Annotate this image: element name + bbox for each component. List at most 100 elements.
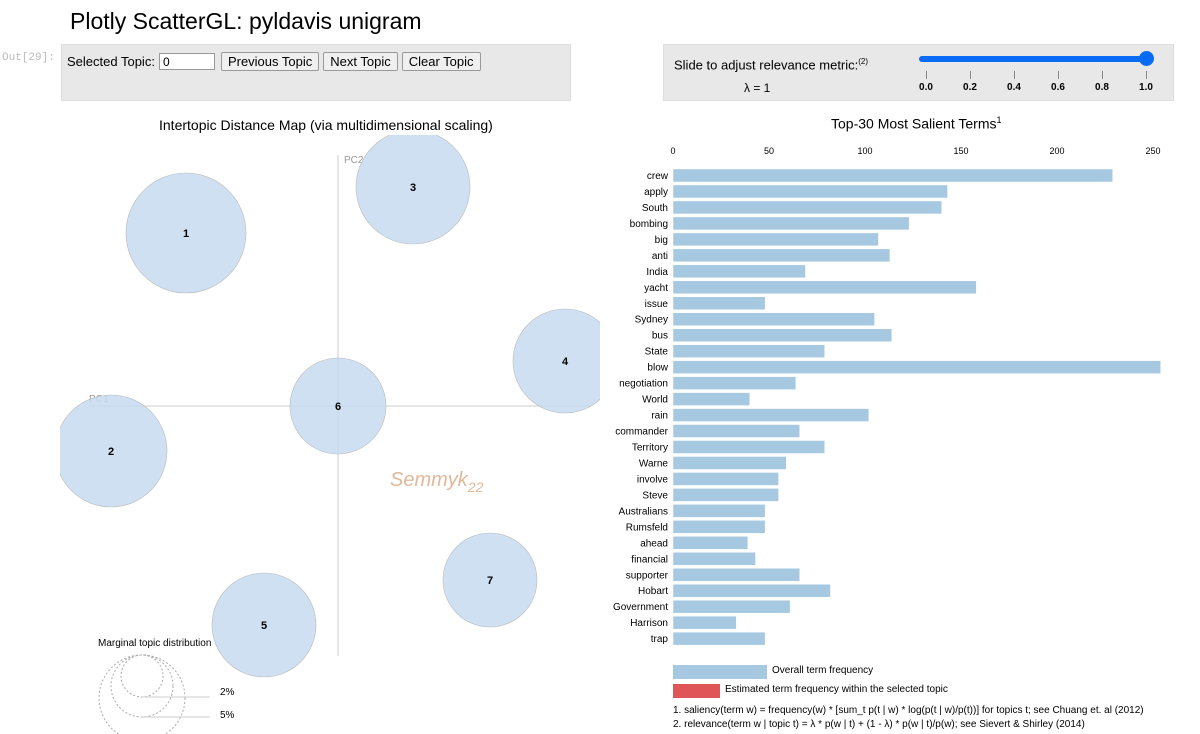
slider-tick (1146, 71, 1147, 79)
term-label[interactable]: trap (651, 634, 669, 645)
bar-World[interactable] (672, 392, 751, 406)
slider-tick-label: 0.4 (1007, 82, 1021, 93)
bar-title-text: Top-30 Most Salient Terms (831, 115, 997, 132)
bar-involve[interactable] (672, 472, 779, 486)
relevance-slider-track[interactable] (919, 56, 1147, 62)
term-label[interactable]: Warne (639, 458, 669, 469)
bar-yacht[interactable] (672, 280, 977, 295)
topic-circle-3[interactable] (355, 130, 471, 245)
term-label[interactable]: blow (647, 363, 668, 374)
term-label[interactable]: Steve (642, 490, 668, 501)
bar-rain[interactable] (672, 408, 870, 422)
x-tick-label: 50 (764, 146, 774, 156)
term-label[interactable]: Government (613, 602, 668, 613)
clear-topic-button[interactable]: Clear Topic (401, 52, 481, 71)
term-label[interactable]: ahead (640, 538, 668, 549)
bar-Hobart[interactable] (672, 583, 831, 598)
saliency-note: 1. saliency(term w) = frequency(w) * [su… (673, 705, 1144, 716)
term-label[interactable]: yacht (644, 283, 668, 294)
bar-State[interactable] (672, 344, 825, 358)
term-label[interactable]: World (642, 395, 668, 406)
bar-bombing[interactable] (672, 216, 910, 231)
term-label[interactable]: financial (631, 554, 668, 565)
slider-tick-label: 0.0 (919, 82, 933, 93)
bar-trap[interactable] (672, 631, 766, 646)
topic-circle-6[interactable] (289, 357, 387, 455)
previous-topic-button[interactable]: Previous Topic (220, 52, 320, 71)
legend-overall-swatch (673, 665, 767, 679)
topic-label: 3 (410, 182, 416, 194)
bar-Government[interactable] (672, 599, 791, 614)
topic-label: 4 (562, 356, 569, 368)
slider-tick (1102, 71, 1103, 79)
term-label[interactable]: bus (652, 331, 668, 342)
watermark: Semmyk22 (390, 469, 484, 495)
topic-circle-1[interactable] (125, 172, 247, 294)
slider-tick-label: 0.2 (963, 82, 977, 93)
term-label[interactable]: South (642, 203, 668, 214)
pc2-label: PC2 (344, 155, 364, 166)
term-label[interactable]: involve (637, 474, 669, 485)
bar-Rumsfeld[interactable] (672, 520, 766, 534)
term-label[interactable]: rain (651, 411, 668, 422)
bar-negotiation[interactable] (672, 376, 797, 390)
bar-anti[interactable] (672, 248, 891, 263)
x-tick-label: 150 (953, 146, 968, 156)
bar-issue[interactable] (672, 296, 766, 311)
selected-topic-input[interactable] (158, 53, 215, 70)
term-label[interactable]: crew (647, 171, 669, 182)
selected-topic-label: Selected Topic: (67, 54, 155, 69)
bar-Warne[interactable] (672, 456, 787, 470)
bar-Sydney[interactable] (672, 312, 875, 326)
term-label[interactable]: apply (644, 187, 668, 198)
term-label[interactable]: India (646, 267, 668, 278)
bar-supporter[interactable] (672, 568, 800, 582)
term-label[interactable]: big (655, 235, 668, 246)
topic-circle-2[interactable] (55, 394, 168, 508)
topic-circle-7[interactable] (442, 532, 538, 628)
relevance-panel: Slide to adjust relevance metric:(2) λ =… (663, 44, 1174, 101)
marginal-tick-5: 5% (220, 710, 235, 721)
bar-financial[interactable] (672, 552, 756, 566)
legend-topic-swatch (673, 684, 720, 698)
topic-circle-4[interactable] (512, 308, 600, 414)
term-label[interactable]: Australians (619, 506, 668, 517)
term-label[interactable]: supporter (626, 570, 669, 581)
term-label[interactable]: State (645, 347, 669, 358)
next-topic-button[interactable]: Next Topic (323, 52, 398, 71)
term-label[interactable]: issue (645, 299, 669, 310)
term-label[interactable]: Sydney (635, 315, 668, 326)
bar-blow[interactable] (672, 360, 1161, 374)
term-label[interactable]: Harrison (630, 618, 668, 629)
bar-Harrison[interactable] (672, 615, 737, 630)
x-tick-label: 100 (857, 146, 872, 156)
topic-circle-5[interactable] (211, 572, 317, 678)
bar-commander[interactable] (672, 424, 800, 438)
bar-bus[interactable] (672, 328, 893, 342)
bar-Territory[interactable] (672, 440, 825, 454)
term-label[interactable]: anti (652, 251, 668, 262)
topic-label: 7 (487, 575, 493, 587)
topic-label: 6 (335, 401, 341, 413)
bar-crew[interactable] (672, 168, 1113, 183)
slider-tick-label: 0.6 (1051, 82, 1065, 93)
bar-big[interactable] (672, 232, 879, 247)
bar-ahead[interactable] (672, 536, 749, 550)
bar-South[interactable] (672, 200, 943, 215)
map-title: Intertopic Distance Map (via multidimens… (159, 117, 493, 133)
bar-title-sup: 1 (996, 115, 1002, 125)
bar-Australians[interactable] (672, 504, 766, 518)
term-label[interactable]: Rumsfeld (626, 522, 668, 533)
term-label[interactable]: commander (615, 427, 668, 438)
term-label[interactable]: Hobart (638, 586, 668, 597)
relevance-slider-thumb[interactable] (1139, 51, 1154, 66)
term-label[interactable]: bombing (630, 219, 668, 230)
bar-India[interactable] (672, 264, 806, 279)
term-label[interactable]: negotiation (619, 379, 668, 390)
relevance-label: Slide to adjust relevance metric:(2) (674, 57, 868, 72)
bar-apply[interactable] (672, 184, 948, 199)
bar-Steve[interactable] (672, 488, 779, 502)
term-label[interactable]: Territory (632, 442, 668, 453)
slider-tick (1014, 71, 1015, 79)
